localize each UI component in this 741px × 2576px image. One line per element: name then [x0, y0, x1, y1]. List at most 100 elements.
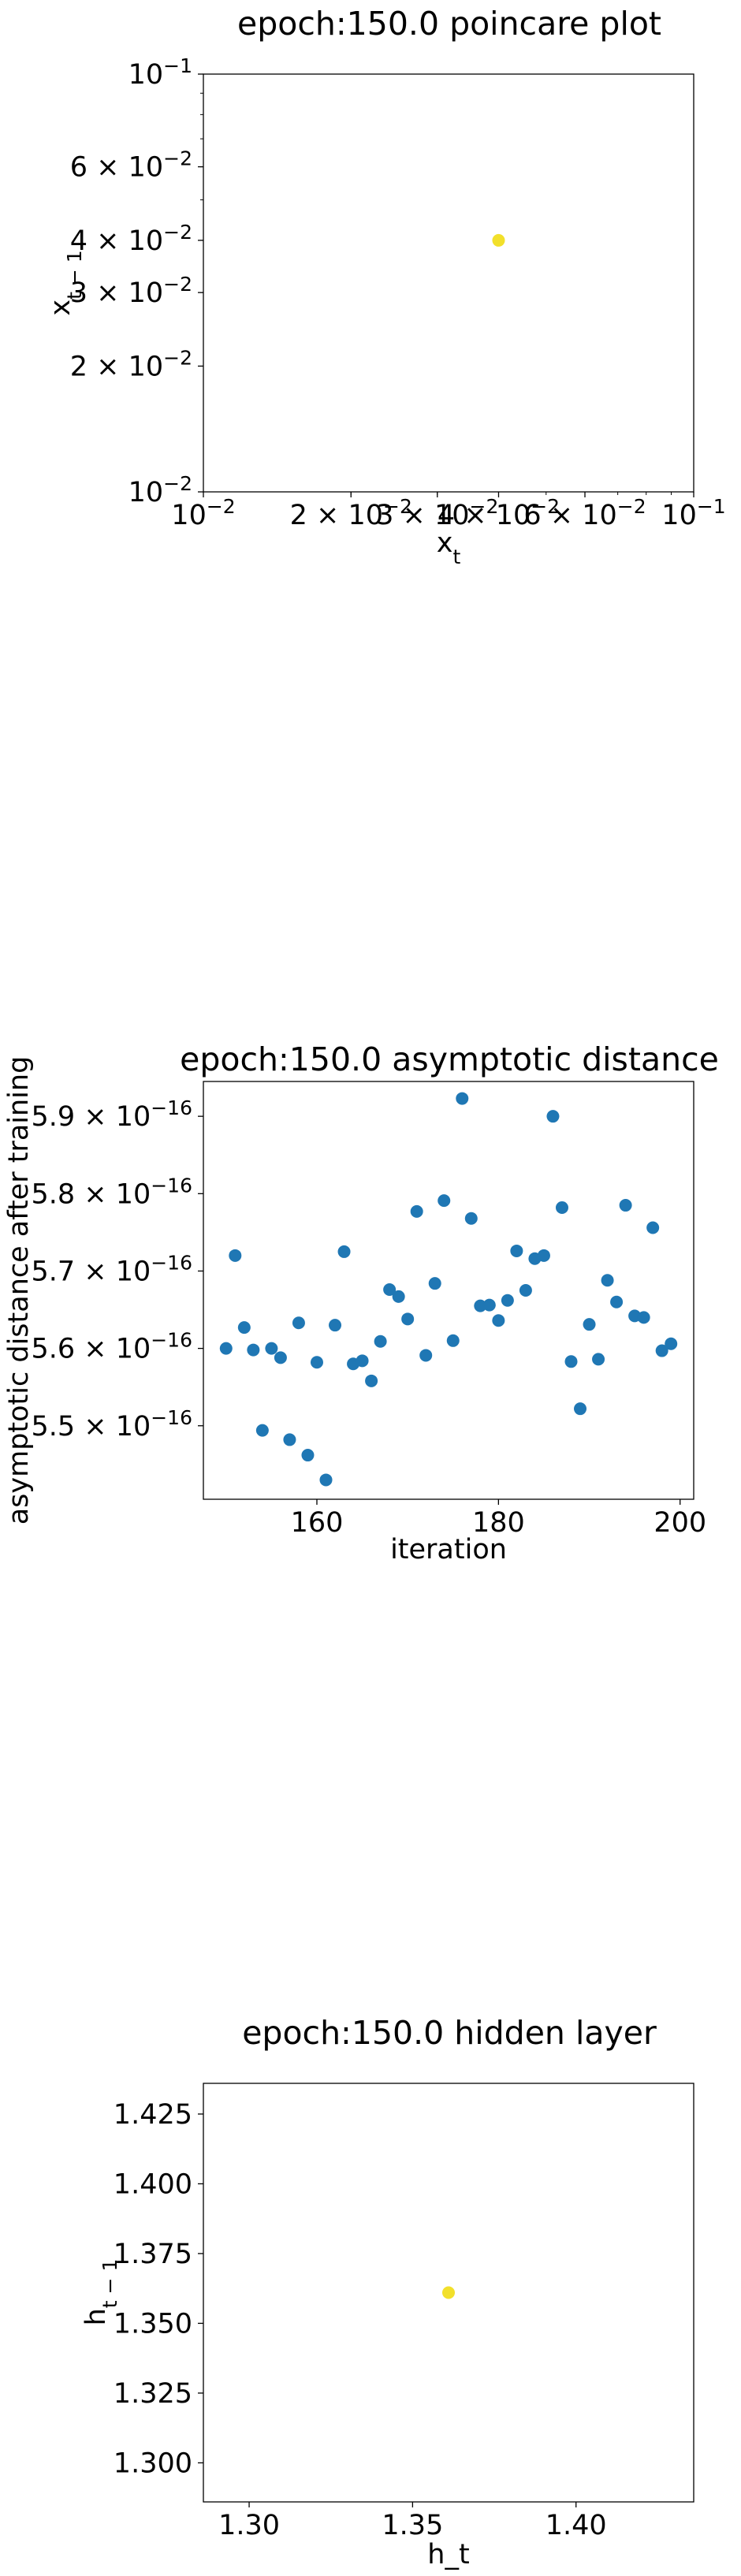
poincare-y-tick-label: 4 × 10−2	[70, 220, 192, 257]
asymptotic-data-point	[337, 1245, 351, 1258]
asymptotic-data-point	[637, 1311, 650, 1324]
asymptotic-y-tick-label: 5.7 × 10−16	[31, 1251, 192, 1288]
asymptotic-distance-chart: epoch:150.0 asymptotic distance 160 180 20…	[3, 1040, 719, 1565]
asymptotic-y-tick-label-mantissa: 5.5 × 10	[31, 1411, 151, 1442]
poincare-x-tick-label-exponent: −2	[207, 495, 236, 518]
hidden-layer-frame	[203, 2083, 694, 2503]
poincare-y-tick-label-exponent: −2	[163, 147, 192, 169]
asymptotic-data-point	[537, 1249, 550, 1262]
poincare-y-tick-label-mantissa: 2 × 10	[70, 351, 163, 382]
asymptotic-data-point	[419, 1349, 433, 1362]
poincare-y-tick-label-exponent: −2	[163, 220, 192, 243]
asymptotic-y-tick-label: 5.5 × 10−16	[31, 1405, 192, 1442]
asymptotic-y-tick-label-mantissa: 5.7 × 10	[31, 1256, 151, 1287]
asymptotic-y-tick-label-mantissa: 5.6 × 10	[31, 1334, 151, 1365]
asymptotic-data-point	[292, 1316, 305, 1330]
hidden-layer-y-tick-label: 1.400	[114, 2168, 192, 2200]
poincare-x-tick-label-exponent: −2	[617, 495, 646, 518]
hidden-layer-y-tick-label: 1.325	[114, 2378, 192, 2410]
asymptotic-data-point	[583, 1318, 596, 1331]
asymptotic-data-point	[329, 1319, 342, 1332]
poincare-x-tick-label-exponent: −2	[531, 495, 560, 518]
asymptotic-data-point	[474, 1299, 487, 1312]
asymptotic-data-point	[610, 1295, 624, 1308]
asymptotic-data-point	[438, 1194, 451, 1208]
hidden-layer-title: epoch:150.0 hidden layer	[242, 2014, 657, 2052]
poincare-x-tick-label: 4 × 10−2	[438, 495, 560, 532]
poincare-y-tick-label-mantissa: 4 × 10	[70, 225, 163, 257]
asymptotic-data-point	[546, 1110, 560, 1123]
hidden-layer-x-axis-label: h_t	[427, 2539, 469, 2570]
hidden-layer-y-tick-label: 1.300	[114, 2448, 192, 2479]
hidden-layer-data-point	[442, 2286, 455, 2299]
poincare-y-tick-label: 6 × 10−2	[70, 147, 192, 184]
asymptotic-data-point	[356, 1354, 369, 1368]
hidden-layer-ticks: 1.30 1.35 1.40 1.300 1.325 1.350 1.375 1.400 1.4…	[114, 2099, 607, 2541]
asymptotic-data-point	[219, 1342, 233, 1355]
asymptotic-data-point	[401, 1312, 415, 1326]
poincare-y-tick-label: 2 × 10−2	[70, 346, 192, 383]
asymptotic-data-point	[265, 1342, 278, 1355]
hidden-layer-x-tick-label: 1.40	[546, 2510, 607, 2541]
asymptotic-x-tick-label: 180	[472, 1507, 525, 1539]
asymptotic-data-point	[574, 1402, 587, 1416]
asymptotic-data-point	[592, 1353, 605, 1366]
asymptotic-data-point	[492, 1314, 505, 1327]
poincare-x-tick-label-mantissa: 10	[661, 500, 697, 531]
poincare-plot-title: epoch:150.0 poincare plot	[237, 5, 661, 43]
asymptotic-data-point	[310, 1356, 323, 1369]
poincare-x-tick-label-mantissa: 4 × 10	[438, 500, 531, 531]
asymptotic-data-point	[301, 1449, 315, 1462]
asymptotic-data-point	[619, 1199, 632, 1212]
poincare-y-tick-label-exponent: −1	[163, 54, 192, 77]
poincare-x-tick-label-exponent: −1	[697, 495, 726, 518]
asymptotic-data-point	[482, 1298, 496, 1312]
asymptotic-data-point	[428, 1277, 441, 1290]
hidden-layer-chart: epoch:150.0 hidden layer 1.30 1.35 1.401.3…	[80, 2014, 694, 2570]
poincare-y-tick-label-mantissa: 6 × 10	[70, 152, 163, 184]
asymptotic-y-tick-label: 5.6 × 10−16	[31, 1328, 192, 1365]
poincare-y-tick-label-mantissa: 10	[128, 59, 164, 91]
poincare-x-tick-label: 6 × 10−2	[523, 495, 646, 532]
asymptotic-y-tick-label: 5.9 × 10−16	[31, 1096, 192, 1134]
asymptotic-distance-points	[219, 1092, 678, 1487]
poincare-x-tick-label-exponent: −2	[470, 495, 499, 518]
asymptotic-data-point	[601, 1274, 614, 1287]
poincare-x-tick-label-mantissa: 2 × 10	[290, 500, 383, 531]
asymptotic-y-tick-label-exponent: −16	[151, 1251, 192, 1274]
poincare-plot-ticks: 10−2 2 × 10−23 × 10−24 × 10−26 × 10−2 10−1…	[70, 54, 726, 532]
asymptotic-data-point	[319, 1473, 333, 1487]
poincare-plot-frame	[203, 73, 694, 493]
asymptotic-y-tick-label-exponent: −16	[151, 1405, 192, 1428]
poincare-x-tick-label-mantissa: 10	[171, 500, 207, 531]
hidden-layer-points	[442, 2286, 455, 2299]
asymptotic-x-tick-label: 160	[291, 1507, 344, 1539]
asymptotic-distance-title: epoch:150.0 asymptotic distance	[180, 1040, 719, 1078]
asymptotic-y-tick-label-exponent: −16	[151, 1096, 192, 1119]
asymptotic-x-tick-label: 200	[653, 1507, 706, 1539]
asymptotic-data-point	[665, 1337, 678, 1350]
asymptotic-distance-x-axis-label: iteration	[390, 1534, 507, 1565]
poincare-y-tick-label: 10−2	[128, 472, 192, 509]
poincare-data-point	[492, 233, 505, 247]
hidden-layer-x-tick-label: 1.30	[218, 2510, 280, 2541]
hidden-layer-y-tick-label: 1.375	[114, 2239, 192, 2270]
poincare-x-tick-label: 3 × 10−2	[376, 495, 498, 532]
asymptotic-distance-frame	[203, 1081, 694, 1500]
poincare-x-tick-label: 10−2	[171, 495, 235, 532]
poincare-x-tick-label: 2 × 10−2	[290, 495, 412, 532]
poincare-x-tick-label: 10−1	[661, 495, 725, 532]
asymptotic-data-point	[392, 1290, 405, 1303]
poincare-y-tick-label-exponent: −2	[163, 472, 192, 495]
asymptotic-data-point	[519, 1284, 532, 1297]
poincare-plot-points	[492, 233, 505, 247]
asymptotic-data-point	[255, 1424, 269, 1437]
asymptotic-data-point	[283, 1433, 296, 1446]
asymptotic-data-point	[456, 1092, 469, 1105]
asymptotic-y-tick-label-exponent: −16	[151, 1174, 192, 1197]
asymptotic-data-point	[501, 1294, 514, 1307]
asymptotic-data-point	[229, 1249, 242, 1262]
asymptotic-distance-y-axis-label: asymptotic distance after training	[3, 1056, 35, 1525]
